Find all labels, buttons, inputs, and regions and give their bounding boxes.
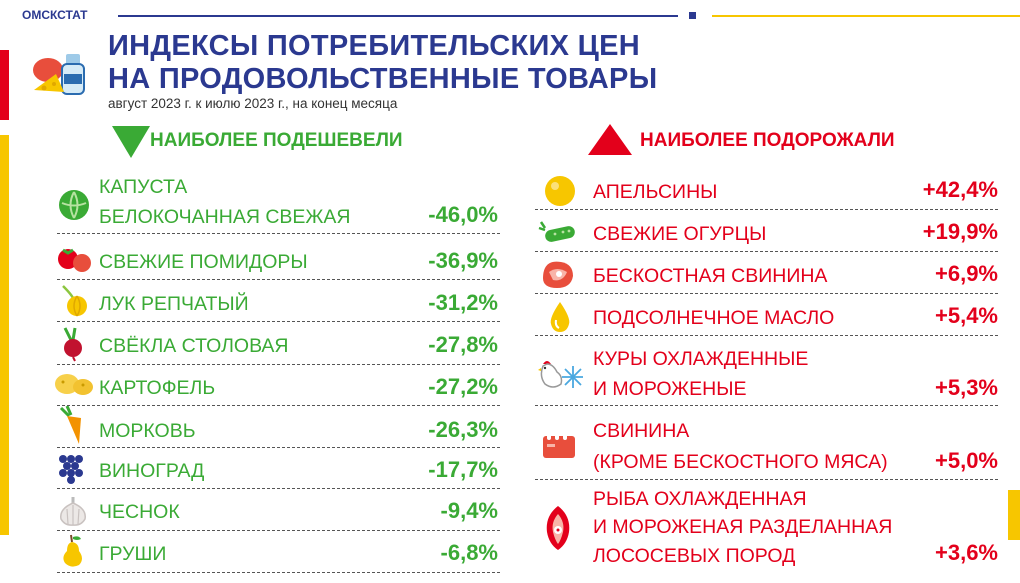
item-label: КАРТОФЕЛЬ xyxy=(99,377,216,399)
item-value: -36,9% xyxy=(428,248,498,273)
item-label-line3: ЛОСОСЕВЫХ ПОРОД xyxy=(593,545,796,567)
cheaper-item-onion: ЛУК РЕПЧАТЫЙ -31,2% xyxy=(57,284,500,322)
item-value: +6,9% xyxy=(935,261,998,286)
item-value: -9,4% xyxy=(440,498,498,523)
item-label: ЛУК РЕПЧАТЫЙ xyxy=(99,293,249,315)
pricier-item-boneless-pork: БЕСКОСТНАЯ СВИНИНА +6,9% xyxy=(535,254,998,294)
dashed-divider xyxy=(535,209,998,210)
item-label: АПЕЛЬСИНЫ xyxy=(593,181,718,203)
item-value: -27,8% xyxy=(428,332,498,357)
item-value: +19,9% xyxy=(922,219,998,244)
carrot-icon xyxy=(57,406,89,446)
item-value: -17,7% xyxy=(428,457,498,482)
item-label: РЫБА ОХЛАЖДЕННАЯ xyxy=(593,488,807,510)
item-label-line2: БЕЛОКОЧАННАЯ СВЕЖАЯ xyxy=(99,206,351,228)
item-value: +42,4% xyxy=(922,177,998,202)
org-name: ОМСКСТАТ xyxy=(22,8,88,22)
item-value: -6,8% xyxy=(440,540,498,565)
pricier-item-oranges: АПЕЛЬСИНЫ +42,4% xyxy=(535,170,998,210)
item-value: +5,4% xyxy=(935,303,998,328)
item-label-line2: И МОРОЖЕНАЯ РАЗДЕЛАННАЯ xyxy=(593,516,893,538)
header-divider-square xyxy=(689,12,696,19)
dashed-divider xyxy=(57,279,500,280)
item-label: КУРЫ ОХЛАЖДЕННЫЕ xyxy=(593,348,809,370)
item-label: ПОДСОЛНЕЧНОЕ МАСЛО xyxy=(593,307,835,329)
item-label-line2: (КРОМЕ БЕСКОСТНОГО МЯСА) xyxy=(593,451,888,473)
garlic-icon xyxy=(57,495,89,527)
beet-icon xyxy=(57,326,87,362)
dashed-divider xyxy=(57,233,500,234)
cheaper-item-tomatoes: СВЕЖИЕ ПОМИДОРЫ -36,9% xyxy=(57,244,500,280)
item-label: БЕСКОСТНАЯ СВИНИНА xyxy=(593,265,828,287)
steak-icon xyxy=(539,258,577,292)
dashed-divider xyxy=(57,488,500,489)
item-label: ВИНОГРАД xyxy=(99,460,205,482)
dashed-divider xyxy=(535,293,998,294)
cheaper-item-carrot: МОРКОВЬ -26,3% xyxy=(57,406,500,448)
salmon-icon xyxy=(541,504,575,552)
accent-bar-red xyxy=(0,50,9,120)
pricier-item-cucumbers: СВЕЖИЕ ОГУРЦЫ +19,9% xyxy=(535,212,998,252)
page-title-line1: ИНДЕКСЫ ПОТРЕБИТЕЛЬСКИХ ЦЕН xyxy=(108,30,640,62)
dashed-divider xyxy=(57,364,500,365)
cheaper-heading: НАИБОЛЕЕ ПОДЕШЕВЕЛИ xyxy=(150,130,403,151)
item-label: СВЁКЛА СТОЛОВАЯ xyxy=(99,335,289,357)
dashed-divider xyxy=(535,479,998,480)
cheaper-item-potato: КАРТОФЕЛЬ -27,2% xyxy=(55,368,500,406)
cheaper-item-grapes: ВИНОГРАД -17,7% xyxy=(57,450,500,489)
item-label: КАПУСТА xyxy=(99,176,188,198)
pricier-item-salmon: РЫБА ОХЛАЖДЕННАЯ И МОРОЖЕНАЯ РАЗДЕЛАННАЯ… xyxy=(535,484,998,578)
dashed-divider xyxy=(535,251,998,252)
orange-icon xyxy=(543,174,577,208)
cucumber-icon xyxy=(537,218,581,248)
dashed-divider xyxy=(535,405,998,406)
pork-ribs-icon xyxy=(541,428,577,460)
item-value: +3,6% xyxy=(935,540,998,565)
chicken-icon xyxy=(537,356,583,394)
item-value: -46,0% xyxy=(428,202,498,227)
dashed-divider xyxy=(535,335,998,336)
pricier-heading: НАИБОЛЕЕ ПОДОРОЖАЛИ xyxy=(640,130,895,151)
accent-bar-yellow-right xyxy=(1008,490,1020,540)
cheaper-item-beet: СВЁКЛА СТОЛОВАЯ -27,8% xyxy=(57,326,500,365)
dashed-divider xyxy=(57,572,500,573)
header-divider-accent xyxy=(712,15,1020,17)
tomato-icon xyxy=(57,246,93,276)
header-divider xyxy=(118,15,678,17)
dashed-divider xyxy=(57,447,500,448)
item-value: -26,3% xyxy=(428,417,498,442)
potato-icon xyxy=(53,370,95,398)
oil-drop-icon xyxy=(547,300,573,334)
cheaper-item-garlic: ЧЕСНОК -9,4% xyxy=(57,491,500,531)
cheaper-item-pears: ГРУШИ -6,8% xyxy=(57,533,500,573)
item-label: СВИНИНА xyxy=(593,420,690,442)
item-label: МОРКОВЬ xyxy=(99,420,196,442)
cabbage-icon xyxy=(57,188,91,222)
item-value: +5,0% xyxy=(935,448,998,473)
cheaper-item-cabbage: КАПУСТА БЕЛОКОЧАННАЯ СВЕЖАЯ -46,0% xyxy=(57,172,500,234)
item-label: ЧЕСНОК xyxy=(99,501,180,523)
item-value: +5,3% xyxy=(935,375,998,400)
down-triangle-icon xyxy=(112,126,150,158)
dashed-divider xyxy=(57,530,500,531)
pricier-item-chicken: КУРЫ ОХЛАЖДЕННЫЕ И МОРОЖЕНЫЕ +5,3% xyxy=(535,340,998,406)
grape-icon xyxy=(57,453,85,485)
page-subtitle: август 2023 г. к июлю 2023 г., на конец … xyxy=(108,96,398,111)
item-value: -31,2% xyxy=(428,290,498,315)
pricier-item-sunflower-oil: ПОДСОЛНЕЧНОЕ МАСЛО +5,4% xyxy=(535,296,998,336)
pear-icon xyxy=(57,533,91,569)
up-triangle-icon xyxy=(588,124,632,155)
pricier-item-pork: СВИНИНА (КРОМЕ БЕСКОСТНОГО МЯСА) +5,0% xyxy=(535,412,998,480)
item-label: СВЕЖИЕ ПОМИДОРЫ xyxy=(99,251,308,273)
dashed-divider xyxy=(57,405,500,406)
page-title-line2: НА ПРОДОВОЛЬСТВЕННЫЕ ТОВАРЫ xyxy=(108,63,658,95)
dashed-divider xyxy=(57,321,500,322)
item-label: ГРУШИ xyxy=(99,543,167,565)
grocery-icon xyxy=(30,48,102,102)
accent-bar-yellow xyxy=(0,135,9,535)
item-label-line2: И МОРОЖЕНЫЕ xyxy=(593,378,747,400)
item-label: СВЕЖИЕ ОГУРЦЫ xyxy=(593,223,767,245)
item-value: -27,2% xyxy=(428,374,498,399)
onion-icon xyxy=(57,284,93,318)
